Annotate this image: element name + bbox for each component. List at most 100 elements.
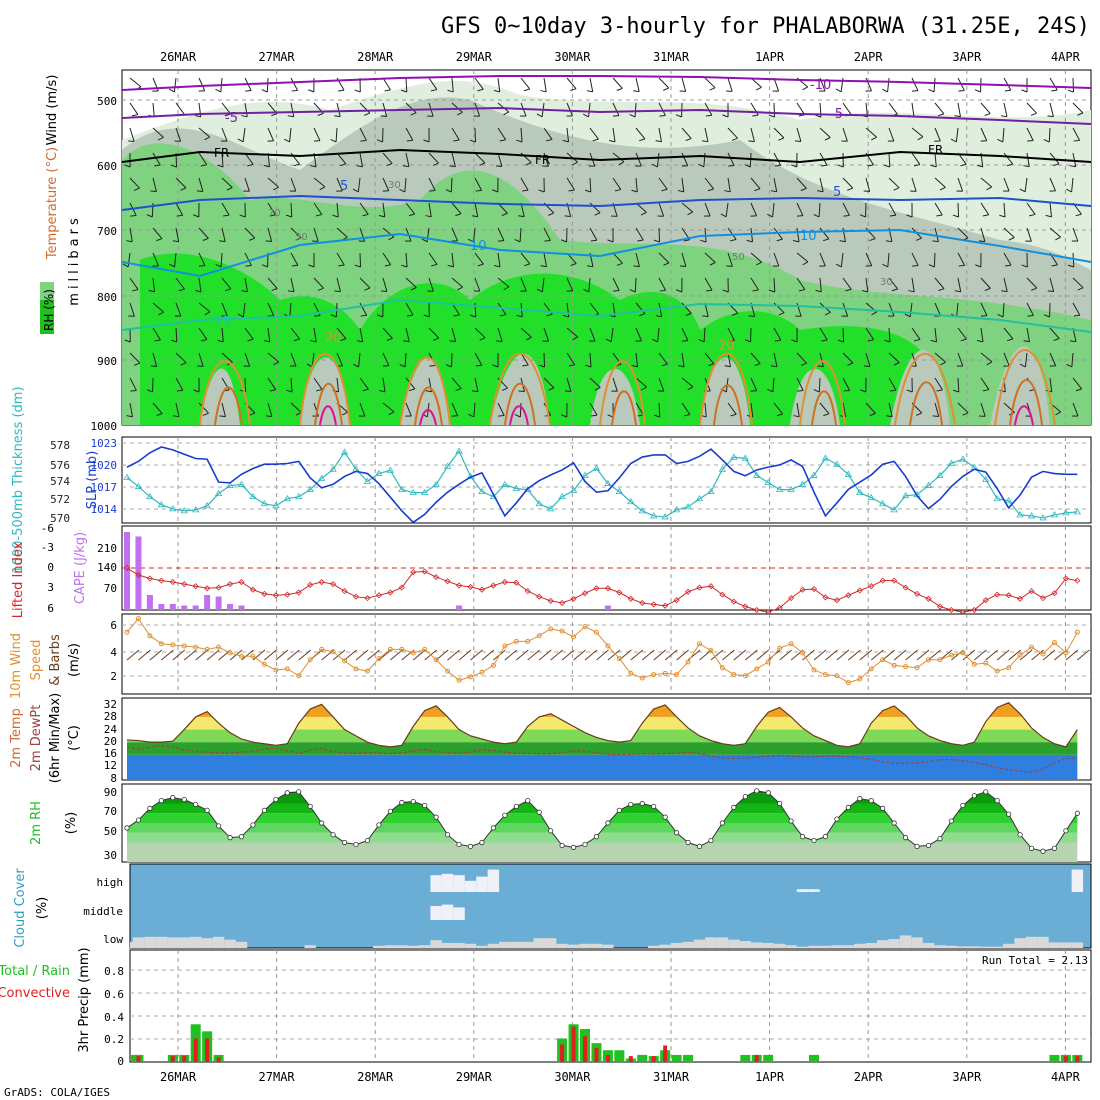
rh-point: [1040, 848, 1046, 854]
wind-barb-feather: [269, 214, 276, 217]
li-point: [226, 581, 234, 588]
wind-barb-feather: [310, 340, 317, 343]
wind-barb: [635, 352, 639, 367]
wind-barb: [221, 352, 233, 363]
wind-barb: [267, 302, 275, 316]
wind-barb-feather: [975, 264, 982, 268]
wind-barb: [520, 127, 523, 142]
wind-barb: [504, 649, 518, 661]
thickness-point: [455, 447, 463, 454]
wind-barb: [658, 277, 667, 291]
wind-barb: [359, 277, 371, 289]
wind-speed-point: [914, 665, 920, 671]
wind-speed-point: [479, 669, 485, 675]
wind-barb: [242, 127, 246, 142]
wind-barb: [796, 252, 809, 263]
wind-barb: [355, 649, 369, 661]
wind-barb-feather: [835, 263, 842, 268]
rh-point: [341, 839, 348, 846]
wind-barb: [589, 177, 592, 193]
svg-text:2m RH: 2m RH: [29, 801, 44, 845]
wind-barb: [888, 177, 900, 189]
wind-barb: [172, 649, 186, 661]
wind-barb: [750, 252, 762, 263]
wind-barb: [198, 152, 208, 165]
cloud-bar-low: [167, 937, 179, 948]
wind-barb: [382, 252, 392, 265]
wind-barb-feather: [978, 240, 985, 242]
wind-barb-feather: [637, 414, 644, 417]
wind-barb-feather: [698, 163, 705, 168]
wind-barb: [676, 649, 689, 661]
wind-barb: [313, 402, 319, 417]
wind-barb-feather: [590, 239, 597, 242]
isotherm-5: [122, 194, 1091, 211]
wind-barb: [1024, 352, 1028, 367]
wind-barb-feather: [940, 361, 946, 366]
wind-barb: [336, 227, 348, 238]
wind-barb-feather: [310, 165, 317, 168]
wind-barb: [859, 649, 873, 661]
wind-speed-point: [387, 646, 393, 652]
wind-speed-point: [628, 670, 634, 676]
precip-convective-bar: [170, 1056, 175, 1062]
wind-barb: [566, 102, 573, 117]
wind-barb: [888, 202, 897, 216]
svg-text:50: 50: [732, 252, 745, 263]
wind-barb: [957, 202, 960, 218]
cape-bar: [146, 595, 153, 610]
rh-point: [1028, 845, 1035, 851]
thickness-point: [844, 470, 853, 477]
wind-barb-feather: [885, 240, 893, 243]
wind-barb-feather: [503, 111, 510, 116]
wind-barb: [750, 177, 761, 190]
wind-barb: [220, 252, 223, 268]
wind-barb: [275, 649, 289, 661]
wind-barb-feather: [997, 313, 1004, 318]
wind-barb: [538, 649, 552, 661]
wind-barb-feather: [158, 311, 164, 316]
wind-barb-feather: [241, 290, 248, 293]
wind-barb: [1002, 302, 1005, 318]
wind-barb-feather: [1047, 290, 1054, 293]
precip-convective-bar: [560, 1044, 565, 1062]
thickness-point: [340, 448, 349, 455]
wind-barb: [704, 352, 715, 365]
wind-barb: [750, 402, 754, 417]
wind-barb-feather: [882, 88, 888, 93]
rh-point: [1074, 810, 1080, 816]
wind-barb: [290, 402, 302, 413]
wind-barb: [957, 252, 966, 266]
wind-barb-feather: [1051, 89, 1058, 92]
wind-barb-feather: [1051, 264, 1058, 267]
thickness-point: [638, 507, 646, 514]
wind-barb-feather: [822, 238, 830, 242]
cloud-bar-low: [991, 946, 1003, 948]
svg-text:50: 50: [104, 825, 117, 838]
thickness-point: [627, 497, 635, 505]
wind-barb: [313, 127, 321, 141]
wind-barb-feather: [518, 390, 525, 393]
wind-barb-feather: [353, 363, 359, 368]
wind-barb-feather: [429, 364, 436, 367]
wind-barb-feather: [204, 311, 211, 316]
rh-point: [891, 820, 897, 826]
thickness-point: [558, 492, 566, 500]
wind-barb: [772, 377, 775, 392]
thickness-point: [741, 454, 750, 461]
svg-text:70: 70: [268, 208, 281, 219]
wind-barb: [497, 252, 501, 267]
wind-barb: [796, 227, 800, 242]
wind-barb-feather: [518, 215, 525, 218]
wind-barb: [980, 127, 988, 141]
thickness-point: [180, 507, 188, 514]
wind-barb-feather: [265, 415, 272, 417]
wind-barb: [957, 177, 964, 192]
wind-barb-feather: [339, 163, 347, 167]
wind-barb: [819, 352, 824, 367]
wind-barb-feather: [340, 338, 347, 342]
wind-barb-feather: [730, 413, 737, 417]
wind-barb-feather: [871, 311, 878, 316]
wind-barb-feather: [514, 238, 521, 243]
svg-text:1020: 1020: [91, 459, 118, 472]
